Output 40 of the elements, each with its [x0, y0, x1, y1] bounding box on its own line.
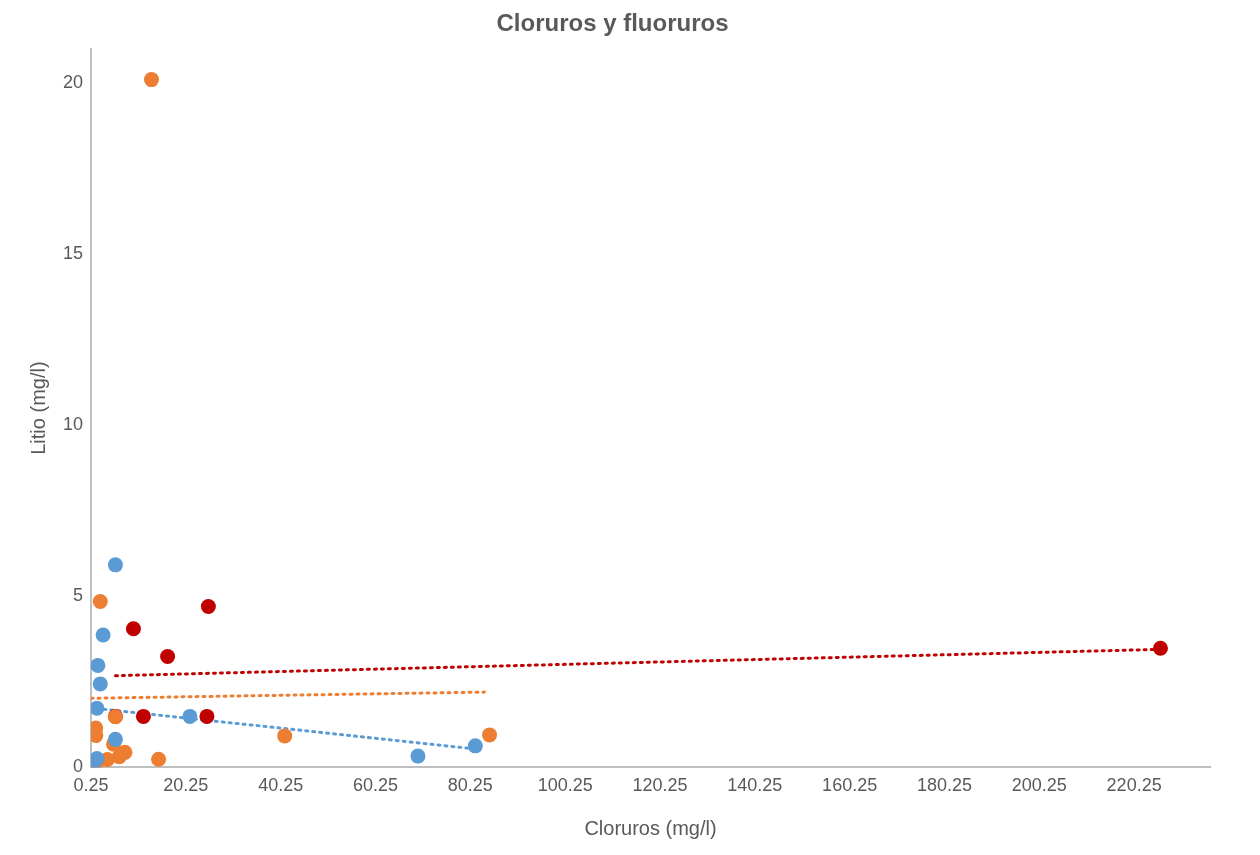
point [200, 599, 216, 615]
point [135, 708, 151, 724]
y-tick-label: 0 [73, 756, 84, 777]
x-tick-label: 180.25 [916, 775, 973, 796]
point [125, 621, 141, 637]
point [1152, 640, 1168, 656]
y-tick-label: 5 [73, 585, 84, 606]
x-tick-label: 120.25 [632, 775, 688, 796]
point [107, 731, 123, 747]
point [92, 676, 108, 692]
point [182, 708, 198, 724]
y-tick-label: 20 [62, 71, 84, 92]
point [199, 708, 215, 724]
point [91, 657, 106, 673]
point [92, 593, 108, 609]
x-tick-label: 80.25 [447, 775, 493, 796]
x-tick-label: 140.25 [727, 775, 783, 796]
chart-title: Cloruros y fluoruros [496, 9, 729, 37]
x-tick-label: 20.25 [163, 775, 209, 796]
point [91, 700, 105, 716]
point [410, 748, 426, 764]
x-tick-label: 0.25 [73, 775, 109, 796]
point [277, 728, 293, 744]
x-tick-label: 160.25 [822, 775, 878, 796]
y-tick-label: 15 [62, 243, 84, 264]
x-tick-label: 220.25 [1106, 775, 1162, 796]
point [160, 649, 176, 665]
x-tick-label: 100.25 [537, 775, 593, 796]
point [467, 738, 483, 754]
point [143, 72, 159, 88]
y-axis-title: Litio (mg/l) [26, 361, 49, 455]
point [151, 751, 167, 767]
x-axis-title: Cloruros (mg/l) [584, 816, 717, 839]
y-tick-label: 10 [62, 414, 84, 435]
point [107, 557, 123, 573]
x-tick-label: 40.25 [258, 775, 304, 796]
x-tick-label: 200.25 [1011, 775, 1067, 796]
point [95, 627, 111, 643]
point [482, 727, 498, 743]
x-tick-label: 60.25 [352, 775, 399, 796]
